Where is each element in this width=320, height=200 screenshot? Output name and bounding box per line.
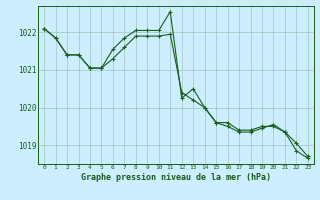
X-axis label: Graphe pression niveau de la mer (hPa): Graphe pression niveau de la mer (hPa) bbox=[81, 173, 271, 182]
